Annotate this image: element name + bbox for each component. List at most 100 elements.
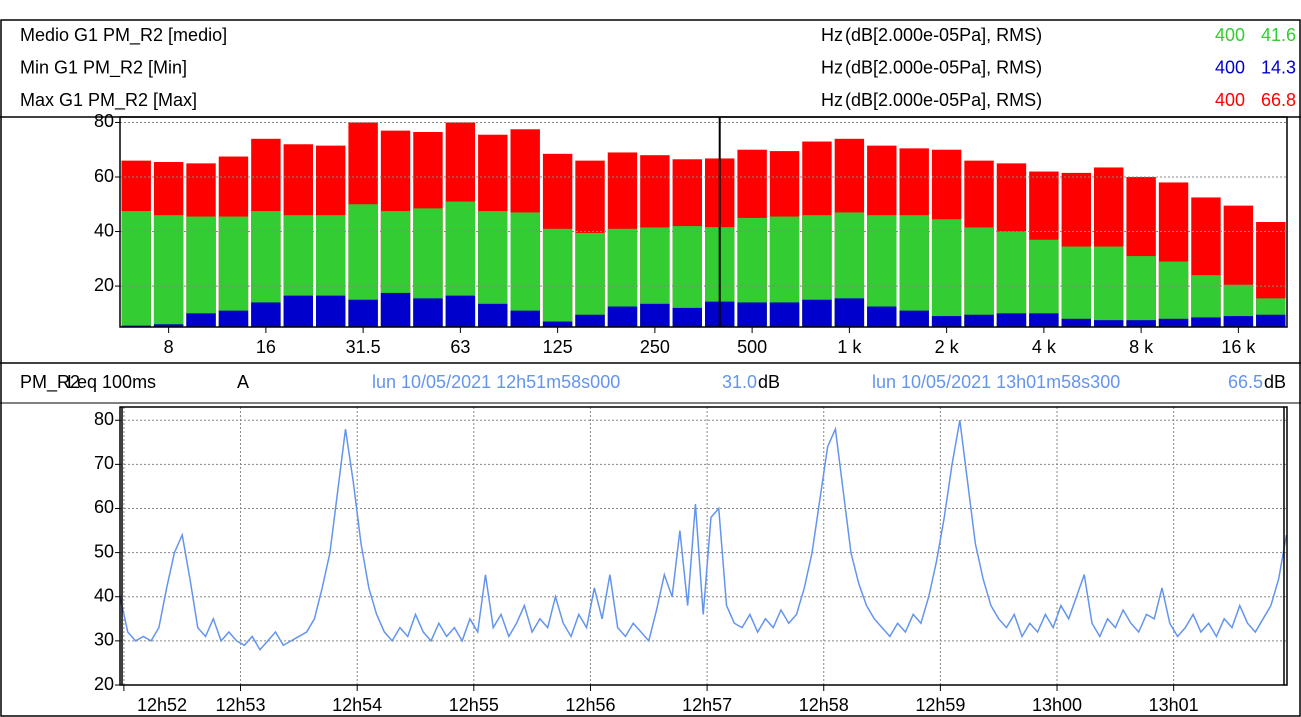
bar [121, 211, 151, 327]
bar [769, 302, 800, 327]
x-tick-label: 12h58 [799, 695, 849, 715]
plot-frame [119, 116, 1288, 328]
legend-label: Max G1 PM_R2 [Max] [20, 90, 197, 111]
cursor-value: 66.8 [1261, 90, 1296, 110]
legend-label: Min G1 PM_R2 [Min] [20, 57, 187, 78]
bar [542, 228, 573, 327]
bar [899, 215, 929, 327]
x-tick-label: 4 k [1032, 337, 1057, 357]
y-tick-label: 40 [94, 220, 114, 240]
y-tick-label: 80 [94, 111, 114, 131]
bar [964, 314, 994, 327]
x-tick-label: 31.5 [346, 337, 381, 357]
x-tick-label: 12h54 [332, 695, 382, 715]
bar [542, 321, 573, 327]
bar [607, 306, 638, 327]
bar [931, 316, 962, 327]
measure-label: Leq 100ms [67, 372, 156, 392]
y-tick-label: 70 [94, 453, 114, 473]
bar [1158, 318, 1189, 327]
x-unit: Hz [821, 57, 843, 77]
bar [996, 313, 1027, 327]
bar [510, 310, 540, 327]
y-unit: (dB[2.000e-05Pa], RMS) [845, 90, 1042, 110]
x-tick-label: 16 k [1221, 337, 1256, 357]
cursor-x: 400 [1215, 57, 1245, 77]
bar [834, 298, 865, 327]
x-tick-label: 16 [256, 337, 276, 357]
y-tick-label: 60 [94, 166, 114, 186]
x-tick-label: 13h00 [1032, 695, 1082, 715]
y-unit: (dB[2.000e-05Pa], RMS) [845, 25, 1042, 45]
x-tick-label: 125 [543, 337, 573, 357]
x-tick-label: 12h55 [449, 695, 499, 715]
bar [802, 299, 832, 327]
bar [1126, 256, 1156, 327]
bar [672, 307, 702, 327]
cursor-value: 41.6 [1261, 25, 1296, 45]
bar [1029, 313, 1059, 327]
outer-frame [0, 19, 1301, 717]
y-unit: (dB[2.000e-05Pa], RMS) [845, 57, 1042, 77]
cursor-value: 31.0 [722, 372, 757, 392]
bar [899, 310, 929, 327]
x-tick-label: 8 k [1129, 337, 1154, 357]
bar [996, 231, 1027, 327]
bar [1061, 318, 1091, 327]
x-tick-label: 12h59 [915, 695, 965, 715]
bar [1126, 320, 1156, 327]
bar [445, 295, 476, 327]
bar [510, 212, 540, 327]
x-tick-label: 63 [450, 337, 470, 357]
x-tick-label: 250 [640, 337, 670, 357]
bar [640, 303, 670, 327]
cursor-unit: dB [758, 372, 780, 392]
cursor-value: 66.5 [1228, 372, 1263, 392]
bar [413, 298, 443, 327]
bar [1191, 317, 1221, 327]
bar [251, 302, 281, 327]
y-tick-label: 30 [94, 630, 114, 650]
bar [1094, 246, 1124, 327]
bar [186, 313, 216, 327]
bar [153, 215, 184, 327]
bar [218, 216, 249, 327]
x-tick-label: 12h56 [565, 695, 615, 715]
bar [380, 292, 411, 327]
bar [737, 302, 767, 327]
y-tick-label: 50 [94, 541, 114, 561]
bar [153, 324, 184, 327]
y-tick-label: 60 [94, 497, 114, 517]
x-tick-label: 500 [737, 337, 767, 357]
bar [575, 314, 605, 327]
bar [1094, 320, 1124, 327]
cursor-x: 400 [1215, 90, 1245, 110]
bar [931, 219, 962, 327]
x-tick-label: 12h53 [215, 695, 265, 715]
bar [964, 227, 994, 327]
bar [1256, 314, 1286, 327]
bar [218, 310, 249, 327]
y-tick-label: 20 [94, 674, 114, 694]
cursor-unit: dB [1264, 372, 1286, 392]
weighting-label: A [237, 372, 249, 392]
x-tick-label: 8 [164, 337, 174, 357]
cursor-value: 14.3 [1261, 57, 1296, 77]
x-tick-label: 1 k [837, 337, 862, 357]
x-tick-label: 12h57 [682, 695, 732, 715]
bar [1158, 261, 1189, 327]
cursor-time: lun 10/05/2021 12h51m58s000 [372, 372, 620, 392]
level-line [119, 420, 1288, 651]
legend-label: Medio G1 PM_R2 [medio] [20, 25, 227, 46]
x-unit: Hz [821, 25, 843, 45]
bar [316, 295, 346, 327]
bar [478, 303, 508, 327]
bar [186, 216, 216, 327]
bar [867, 306, 897, 327]
bar [1223, 316, 1254, 327]
x-tick-label: 12h52 [137, 695, 187, 715]
bar [575, 232, 605, 327]
bar [283, 295, 313, 327]
x-unit: Hz [821, 90, 843, 110]
plot-frame [119, 406, 1288, 686]
